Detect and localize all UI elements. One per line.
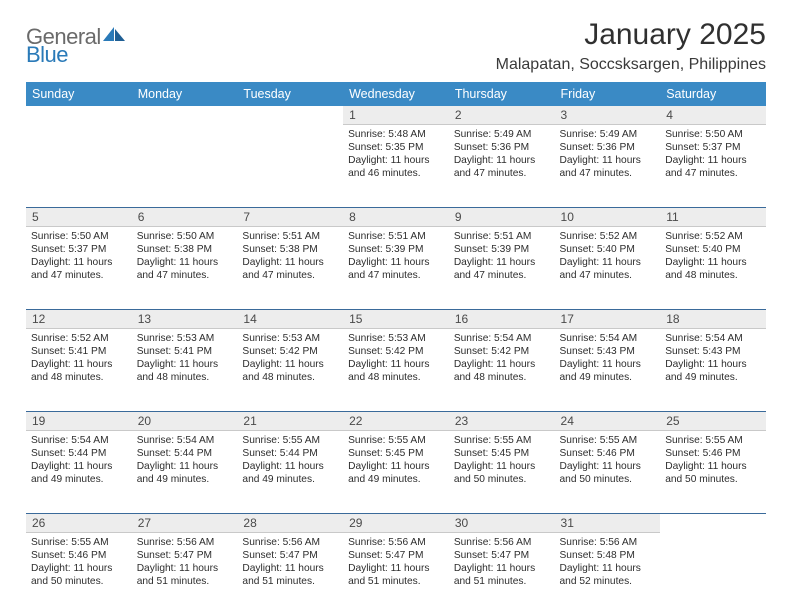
day-number-cell [132,106,238,125]
day-content-cell: Sunrise: 5:55 AMSunset: 5:45 PMDaylight:… [343,431,449,514]
day-number-cell [26,106,132,125]
day-number-cell: 27 [132,514,238,533]
weekday-header: SundayMondayTuesdayWednesdayThursdayFrid… [26,82,766,106]
day-number-cell: 6 [132,208,238,227]
day-number-cell: 29 [343,514,449,533]
day-number-cell: 3 [555,106,661,125]
day-number-cell: 13 [132,310,238,329]
day-content-cell: Sunrise: 5:54 AMSunset: 5:43 PMDaylight:… [660,329,766,412]
day-content-cell: Sunrise: 5:55 AMSunset: 5:44 PMDaylight:… [237,431,343,514]
month-title: January 2025 [496,18,766,52]
day-number-row: 262728293031 [26,514,766,533]
day-number-row: 12131415161718 [26,310,766,329]
day-content-cell: Sunrise: 5:50 AMSunset: 5:38 PMDaylight:… [132,227,238,310]
day-content-cell [660,533,766,616]
day-number-cell: 21 [237,412,343,431]
day-content-cell: Sunrise: 5:53 AMSunset: 5:41 PMDaylight:… [132,329,238,412]
day-number-row: 1234 [26,106,766,125]
day-content-cell: Sunrise: 5:54 AMSunset: 5:44 PMDaylight:… [132,431,238,514]
day-content-cell [237,125,343,208]
calendar-page: General January 2025 Malapatan, Soccsksa… [0,0,792,612]
header: General January 2025 Malapatan, Soccsksa… [26,18,766,80]
day-number-cell: 22 [343,412,449,431]
day-content-row: Sunrise: 5:48 AMSunset: 5:35 PMDaylight:… [26,125,766,208]
weekday-header-cell: Sunday [26,82,132,106]
day-number-cell: 7 [237,208,343,227]
day-number-cell: 11 [660,208,766,227]
day-content-cell [26,125,132,208]
calendar-table: SundayMondayTuesdayWednesdayThursdayFrid… [26,82,766,616]
day-number-cell: 1 [343,106,449,125]
day-number-cell: 4 [660,106,766,125]
day-number-cell: 31 [555,514,661,533]
weekday-header-cell: Friday [555,82,661,106]
day-number-cell: 23 [449,412,555,431]
day-number-cell: 24 [555,412,661,431]
day-number-cell [237,106,343,125]
day-content-cell: Sunrise: 5:54 AMSunset: 5:44 PMDaylight:… [26,431,132,514]
day-content-cell: Sunrise: 5:49 AMSunset: 5:36 PMDaylight:… [555,125,661,208]
day-content-cell: Sunrise: 5:51 AMSunset: 5:38 PMDaylight:… [237,227,343,310]
day-content-cell: Sunrise: 5:56 AMSunset: 5:47 PMDaylight:… [343,533,449,616]
day-content-cell: Sunrise: 5:56 AMSunset: 5:47 PMDaylight:… [237,533,343,616]
weekday-header-cell: Tuesday [237,82,343,106]
day-content-cell: Sunrise: 5:56 AMSunset: 5:47 PMDaylight:… [449,533,555,616]
day-content-cell: Sunrise: 5:52 AMSunset: 5:40 PMDaylight:… [555,227,661,310]
day-content-cell: Sunrise: 5:52 AMSunset: 5:40 PMDaylight:… [660,227,766,310]
day-content-cell: Sunrise: 5:53 AMSunset: 5:42 PMDaylight:… [343,329,449,412]
weekday-header-cell: Monday [132,82,238,106]
day-number-cell: 17 [555,310,661,329]
title-block: January 2025 Malapatan, Soccsksargen, Ph… [496,18,766,80]
sail-icon [101,25,127,45]
day-number-cell: 26 [26,514,132,533]
day-content-cell: Sunrise: 5:51 AMSunset: 5:39 PMDaylight:… [343,227,449,310]
day-content-cell: Sunrise: 5:54 AMSunset: 5:42 PMDaylight:… [449,329,555,412]
day-number-cell: 12 [26,310,132,329]
day-number-cell: 5 [26,208,132,227]
day-content-cell: Sunrise: 5:52 AMSunset: 5:41 PMDaylight:… [26,329,132,412]
day-content-cell: Sunrise: 5:51 AMSunset: 5:39 PMDaylight:… [449,227,555,310]
day-content-row: Sunrise: 5:52 AMSunset: 5:41 PMDaylight:… [26,329,766,412]
day-content-cell: Sunrise: 5:55 AMSunset: 5:46 PMDaylight:… [26,533,132,616]
day-content-cell: Sunrise: 5:53 AMSunset: 5:42 PMDaylight:… [237,329,343,412]
day-number-cell [660,514,766,533]
day-number-cell: 20 [132,412,238,431]
day-content-row: Sunrise: 5:54 AMSunset: 5:44 PMDaylight:… [26,431,766,514]
day-content-cell: Sunrise: 5:48 AMSunset: 5:35 PMDaylight:… [343,125,449,208]
day-content-cell [132,125,238,208]
day-number-cell: 15 [343,310,449,329]
location: Malapatan, Soccsksargen, Philippines [496,56,766,74]
day-content-cell: Sunrise: 5:55 AMSunset: 5:46 PMDaylight:… [555,431,661,514]
day-content-cell: Sunrise: 5:55 AMSunset: 5:46 PMDaylight:… [660,431,766,514]
day-number-cell: 19 [26,412,132,431]
day-number-cell: 8 [343,208,449,227]
day-content-cell: Sunrise: 5:49 AMSunset: 5:36 PMDaylight:… [449,125,555,208]
day-content-cell: Sunrise: 5:55 AMSunset: 5:45 PMDaylight:… [449,431,555,514]
brand-name-b-wrap: Blue [26,42,68,68]
day-content-cell: Sunrise: 5:56 AMSunset: 5:48 PMDaylight:… [555,533,661,616]
day-number-cell: 18 [660,310,766,329]
day-content-row: Sunrise: 5:50 AMSunset: 5:37 PMDaylight:… [26,227,766,310]
day-content-cell: Sunrise: 5:50 AMSunset: 5:37 PMDaylight:… [660,125,766,208]
weekday-header-cell: Wednesday [343,82,449,106]
day-number-row: 19202122232425 [26,412,766,431]
weekday-header-cell: Saturday [660,82,766,106]
day-number-row: 567891011 [26,208,766,227]
day-number-cell: 9 [449,208,555,227]
brand-name-b: Blue [26,42,68,67]
day-number-cell: 16 [449,310,555,329]
day-content-row: Sunrise: 5:55 AMSunset: 5:46 PMDaylight:… [26,533,766,616]
day-content-cell: Sunrise: 5:54 AMSunset: 5:43 PMDaylight:… [555,329,661,412]
weekday-header-cell: Thursday [449,82,555,106]
day-number-cell: 10 [555,208,661,227]
day-number-cell: 28 [237,514,343,533]
day-number-cell: 25 [660,412,766,431]
day-number-cell: 30 [449,514,555,533]
day-number-cell: 14 [237,310,343,329]
day-content-cell: Sunrise: 5:50 AMSunset: 5:37 PMDaylight:… [26,227,132,310]
day-content-cell: Sunrise: 5:56 AMSunset: 5:47 PMDaylight:… [132,533,238,616]
day-number-cell: 2 [449,106,555,125]
